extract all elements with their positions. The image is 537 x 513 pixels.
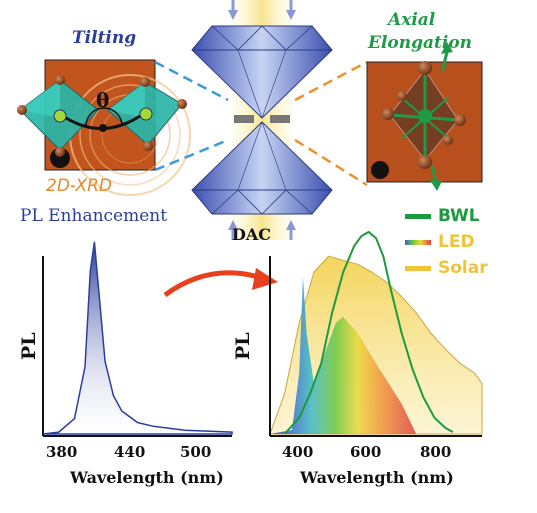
legend-solar-swatch [405, 266, 431, 271]
legend-swatches [405, 214, 431, 271]
series-led [270, 276, 417, 434]
series-bwl [283, 230, 454, 435]
tilting-label: Tilting [72, 28, 137, 48]
legend-led-swatch [405, 240, 431, 245]
axial-label-line2: Elongation [368, 33, 473, 53]
chart-right-xtick-2: 800 [420, 443, 452, 461]
chart-left-xtick-1: 440 [114, 443, 146, 461]
chart-left-pl-curve [42, 241, 233, 435]
axial-label-line1: Axial [388, 10, 436, 30]
pl-enhancement-label: PL Enhancement [20, 206, 168, 226]
chart-right [269, 230, 483, 437]
diamond-anvil-cell [191, 0, 333, 240]
chart-right-ylabel: PL [232, 332, 254, 360]
dac-label: DAC [232, 225, 272, 244]
enhancement-arrow [163, 268, 278, 298]
chart-right-xtick-0: 400 [282, 443, 314, 461]
chart-left-xtick-2: 500 [180, 443, 212, 461]
chart-left-xlabel: Wavelength (nm) [70, 468, 224, 487]
legend-led-label: LED [438, 232, 475, 252]
axial-elongation-panel [366, 42, 483, 191]
chart-left [42, 241, 233, 437]
legend-solar-label: Solar [438, 258, 488, 278]
chart-right-xlabel: Wavelength (nm) [300, 468, 454, 487]
xrd-label: 2D-XRD [46, 176, 112, 196]
tilted-octahedra [17, 75, 187, 157]
legend-bwl-swatch [405, 214, 431, 219]
theta-label: θ [96, 88, 110, 112]
legend-bwl-label: BWL [438, 206, 480, 226]
chart-left-xtick-0: 380 [46, 443, 78, 461]
chart-left-ylabel: PL [18, 332, 40, 360]
connector-lines [154, 60, 368, 187]
chart-right-xtick-1: 600 [350, 443, 382, 461]
